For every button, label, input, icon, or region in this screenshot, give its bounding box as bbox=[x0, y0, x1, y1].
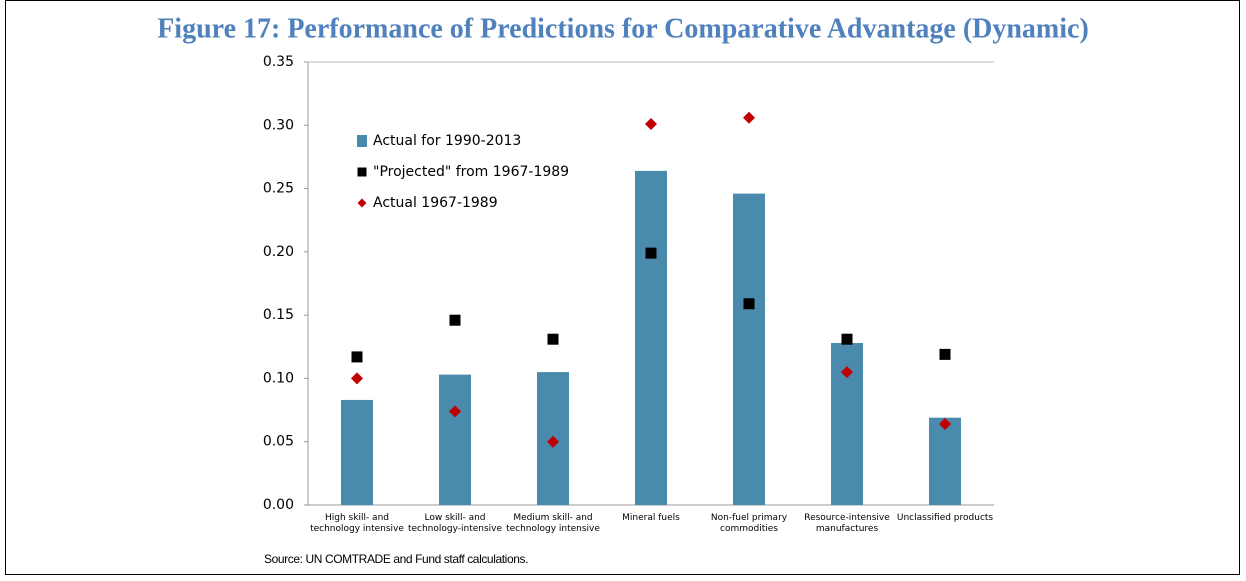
legend-swatch bbox=[357, 135, 367, 147]
bar bbox=[635, 170, 667, 505]
x-tick-label: Unclassified products bbox=[896, 513, 994, 523]
bar bbox=[341, 399, 373, 505]
x-tick-label: High skill- and technology intensive bbox=[310, 513, 404, 534]
marker-square bbox=[351, 351, 363, 363]
legend-swatch bbox=[357, 167, 367, 177]
marker-diamond bbox=[939, 417, 951, 430]
legend-label: Actual 1967-1989 bbox=[373, 195, 498, 211]
x-tick-label: Medium skill- and technology intensive bbox=[506, 513, 600, 534]
legend-label: Actual for 1990-2013 bbox=[373, 133, 521, 149]
y-tick-label: 0.30 bbox=[263, 117, 294, 133]
frame bbox=[5, 0, 1240, 575]
bar bbox=[439, 374, 471, 505]
y-tick-label: 0.05 bbox=[263, 434, 294, 450]
legend-swatch bbox=[357, 198, 367, 208]
marker-diamond bbox=[841, 366, 853, 379]
marker-square bbox=[939, 348, 951, 360]
y-tick-label: 0.10 bbox=[263, 370, 294, 386]
legend-label: "Projected" from 1967-1989 bbox=[373, 164, 569, 180]
source-note: Source: UN COMTRADE and Fund staff calcu… bbox=[264, 552, 528, 566]
x-tick-label: Low skill- and technology-intensive bbox=[407, 513, 503, 534]
x-tick-label: Mineral fuels bbox=[622, 513, 680, 523]
marker-diamond bbox=[547, 435, 559, 448]
chart-title: Figure 17: Performance of Predictions fo… bbox=[157, 13, 1089, 44]
marker-diamond bbox=[449, 405, 461, 418]
x-tick-label: Non-fuel primary commodities bbox=[710, 513, 788, 534]
marker-square bbox=[743, 298, 755, 310]
marker-square bbox=[449, 314, 461, 326]
y-tick-label: 0.25 bbox=[263, 181, 294, 197]
marker-diamond bbox=[645, 118, 657, 131]
x-tick-label: Resource-intensive manufactures bbox=[804, 513, 890, 534]
marker-square bbox=[547, 333, 559, 345]
y-tick-label: 0.15 bbox=[263, 307, 294, 323]
y-tick-label: 0.00 bbox=[263, 497, 294, 513]
marker-square bbox=[645, 247, 657, 259]
marker-diamond bbox=[743, 111, 755, 124]
bar bbox=[929, 417, 961, 505]
y-tick-label: 0.20 bbox=[263, 244, 294, 260]
marker-diamond bbox=[351, 372, 363, 385]
marker-square bbox=[841, 333, 853, 345]
y-tick-label: 0.35 bbox=[263, 54, 294, 70]
bar bbox=[733, 193, 765, 506]
